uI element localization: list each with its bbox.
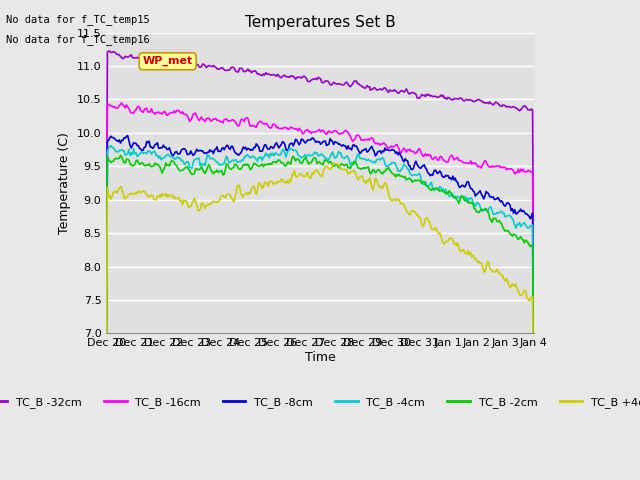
X-axis label: Time: Time (305, 351, 335, 364)
Title: Temperatures Set B: Temperatures Set B (244, 15, 396, 30)
Text: No data for f_TC_temp16: No data for f_TC_temp16 (6, 34, 150, 45)
Y-axis label: Temperature (C): Temperature (C) (58, 132, 71, 234)
Text: WP_met: WP_met (143, 56, 193, 66)
Text: No data for f_TC_temp15: No data for f_TC_temp15 (6, 14, 150, 25)
Legend: TC_B -32cm, TC_B -16cm, TC_B -8cm, TC_B -4cm, TC_B -2cm, TC_B +4cm: TC_B -32cm, TC_B -16cm, TC_B -8cm, TC_B … (0, 392, 640, 412)
